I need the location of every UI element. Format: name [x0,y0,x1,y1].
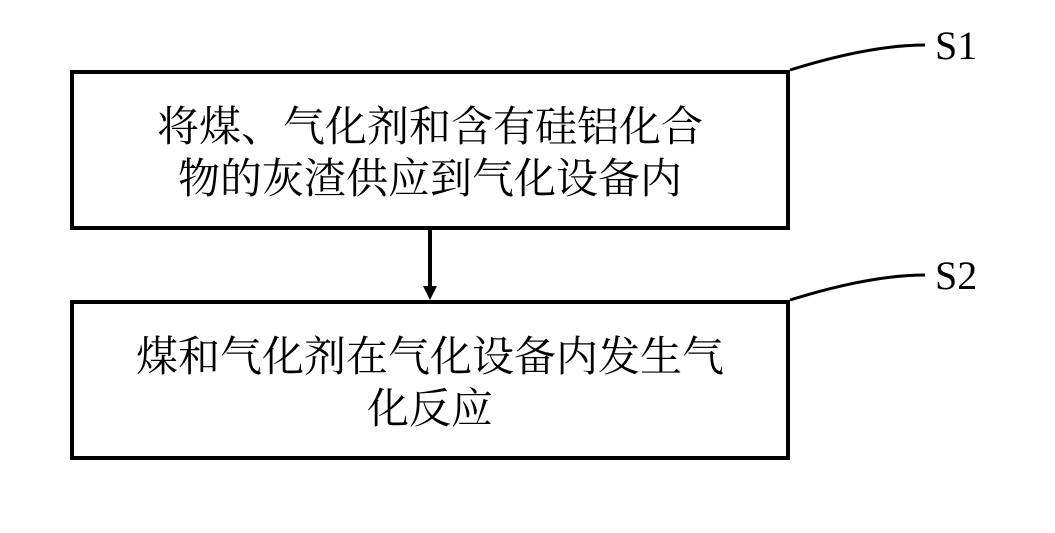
label-leader-s1 [790,45,925,70]
label-leader-s2 [790,275,925,300]
connector-overlay [0,0,1055,533]
flowchart-canvas: 将煤、气化剂和含有硅铝化合 物的灰渣供应到气化设备内 煤和气化剂在气化设备内发生… [0,0,1055,533]
